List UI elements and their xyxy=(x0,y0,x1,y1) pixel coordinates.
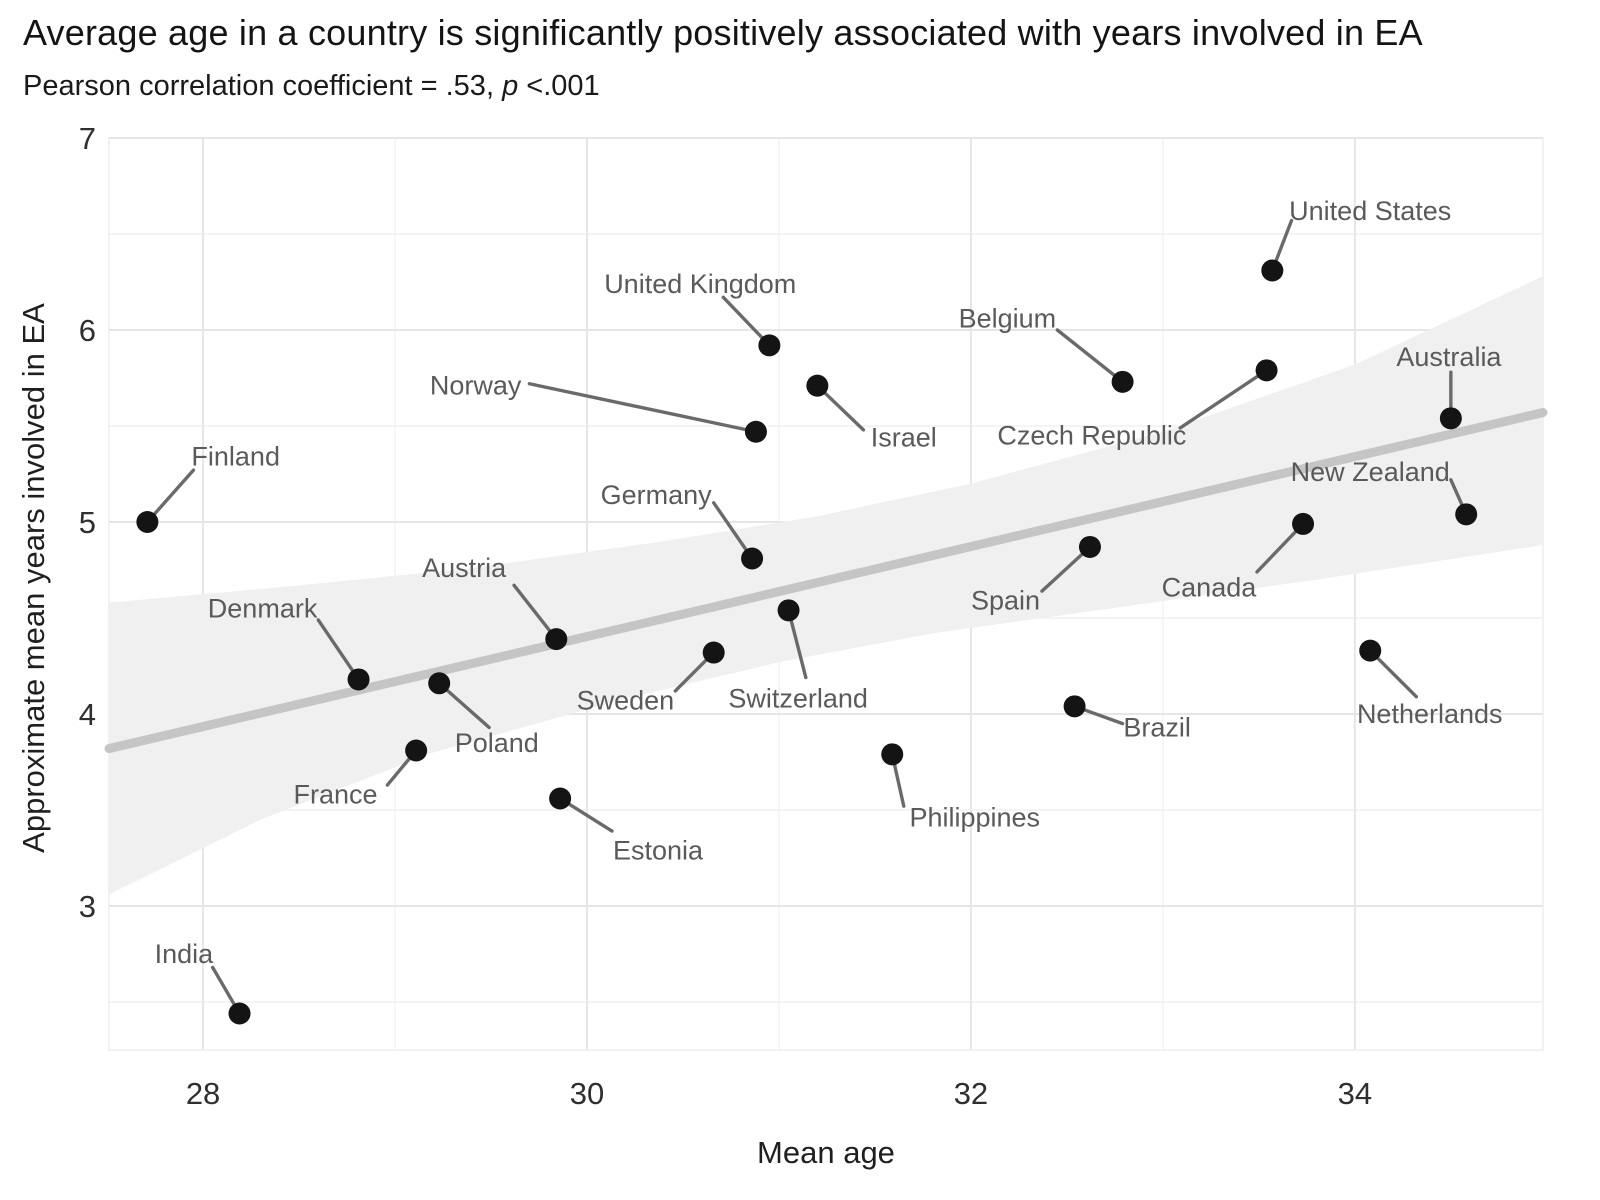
leader-line-canada xyxy=(1255,522,1305,574)
y-axis-title: Approximate mean years involved in EA xyxy=(16,303,51,853)
data-point-netherlands xyxy=(1359,639,1382,662)
country-label-canada: Canada xyxy=(1162,572,1258,602)
x-tick-label-34: 34 xyxy=(1338,1076,1372,1111)
leader-line-czech-republic xyxy=(1178,368,1269,430)
country-label-czech-republic: Czech Republic xyxy=(997,421,1186,451)
x-axis-title: Mean age xyxy=(757,1135,895,1170)
data-point-united-kingdom xyxy=(758,334,781,357)
data-point-new-zealand xyxy=(1455,503,1478,526)
data-point-germany xyxy=(741,547,764,570)
leader-line-poland xyxy=(437,681,491,730)
data-point-philippines xyxy=(881,743,904,766)
country-label-united-kingdom: United Kingdom xyxy=(604,269,796,299)
x-tick-label-28: 28 xyxy=(186,1076,220,1111)
data-point-united-states xyxy=(1261,259,1284,282)
data-point-switzerland xyxy=(777,599,800,622)
y-tick-label-5: 5 xyxy=(79,505,96,540)
x-tick-label-30: 30 xyxy=(570,1076,604,1111)
country-label-new-zealand: New Zealand xyxy=(1291,457,1450,487)
country-label-netherlands: Netherlands xyxy=(1357,699,1503,729)
country-label-poland: Poland xyxy=(455,728,539,758)
chart-subtitle: Pearson correlation coefficient = .53, p… xyxy=(23,70,600,103)
y-tick-label-4: 4 xyxy=(79,697,96,732)
y-tick-label-7: 7 xyxy=(79,121,96,156)
data-point-france xyxy=(405,739,428,762)
leader-line-austria xyxy=(512,583,558,641)
leader-line-norway xyxy=(527,382,758,434)
subtitle-p-symbol: p xyxy=(502,70,519,102)
confidence-band-area xyxy=(109,276,1543,895)
data-point-sweden xyxy=(702,641,725,664)
chart-title: Average age in a country is significantl… xyxy=(23,12,1423,53)
data-point-india xyxy=(228,1002,251,1025)
country-label-denmark: Denmark xyxy=(208,593,318,623)
confidence-band xyxy=(109,276,1543,895)
country-label-brazil: Brazil xyxy=(1123,712,1191,742)
country-label-israel: Israel xyxy=(871,423,937,453)
country-label-norway: Norway xyxy=(430,371,522,401)
country-labels: Finland India Denmark France Poland Austria Es… xyxy=(155,196,1503,969)
country-label-philippines: Philippines xyxy=(909,803,1040,833)
data-point-australia xyxy=(1439,407,1462,430)
subtitle-text: Pearson correlation coefficient = .53, xyxy=(23,70,503,102)
data-point-poland xyxy=(428,672,451,695)
leader-line-united-kingdom xyxy=(721,295,772,348)
data-point-austria xyxy=(545,628,568,651)
country-label-belgium: Belgium xyxy=(959,303,1057,333)
country-label-switzerland: Switzerland xyxy=(728,684,868,714)
country-label-sweden: Sweden xyxy=(577,686,675,716)
country-label-india: India xyxy=(155,939,215,969)
data-point-israel xyxy=(806,374,829,397)
data-point-spain xyxy=(1078,535,1101,558)
leader-line-switzerland xyxy=(786,608,808,680)
country-label-germany: Germany xyxy=(601,480,713,510)
data-point-estonia xyxy=(549,787,572,810)
data-point-czech-republic xyxy=(1255,359,1278,382)
y-tick-label-6: 6 xyxy=(79,313,96,348)
leader-line-belgium xyxy=(1055,328,1125,384)
country-label-france: France xyxy=(293,780,377,810)
data-point-finland xyxy=(136,511,159,533)
regression-line xyxy=(104,408,1548,754)
country-label-estonia: Estonia xyxy=(613,835,704,865)
data-point-belgium xyxy=(1111,370,1134,393)
leader-line-denmark xyxy=(316,618,361,682)
leader-line-finland xyxy=(145,468,196,524)
data-points xyxy=(136,259,1478,1025)
country-label-austria: Austria xyxy=(422,553,507,583)
country-label-united-states: United States xyxy=(1289,196,1451,226)
y-tick-label-3: 3 xyxy=(79,889,96,924)
data-point-canada xyxy=(1292,512,1315,535)
data-point-denmark xyxy=(347,668,370,691)
data-point-norway xyxy=(744,420,767,443)
country-label-australia: Australia xyxy=(1396,342,1502,372)
regression-line-segment xyxy=(104,408,1548,754)
country-label-finland: Finland xyxy=(191,442,280,472)
data-point-brazil xyxy=(1063,695,1086,718)
leader-line-germany xyxy=(711,501,754,561)
country-label-spain: Spain xyxy=(971,586,1040,616)
x-tick-label-32: 32 xyxy=(954,1076,988,1111)
subtitle-pvalue: <.001 xyxy=(518,70,600,102)
